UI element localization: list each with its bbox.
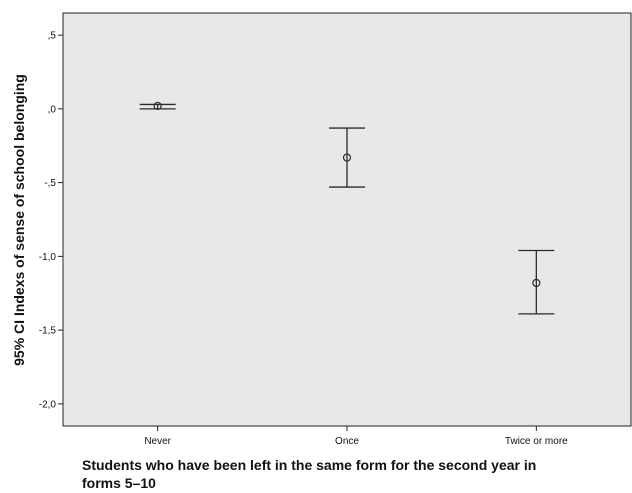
- error-bars: [139, 101, 555, 315]
- y-tick-label: ,0: [48, 104, 57, 115]
- y-tick-label: -1,5: [39, 326, 57, 337]
- x-axis: Never Once Twice or more: [144, 426, 568, 447]
- mean-marker: [532, 278, 541, 288]
- y-tick-label: -2,0: [39, 399, 57, 410]
- x-tick-label: Never: [144, 436, 171, 447]
- x-tick-label: Once: [335, 436, 359, 447]
- x-axis-title-line-2: forms 5–10: [82, 475, 156, 491]
- mean-marker: [153, 101, 162, 111]
- mean-marker: [342, 153, 352, 162]
- y-tick-label: ,5: [48, 31, 57, 42]
- x-tick-label: Twice or more: [505, 436, 568, 447]
- x-axis-title-line-1: Students who have been left in the same …: [82, 457, 536, 473]
- y-tick-label: -1,0: [39, 252, 57, 263]
- y-tick-label: -,5: [44, 178, 56, 189]
- y-axis: ,5 ,0 -,5 -1,0 -1,5 -2,0: [39, 31, 63, 410]
- y-axis-title: 95% CI Indexs of sense of school belongi…: [11, 74, 27, 366]
- plot-area: [62, 12, 632, 427]
